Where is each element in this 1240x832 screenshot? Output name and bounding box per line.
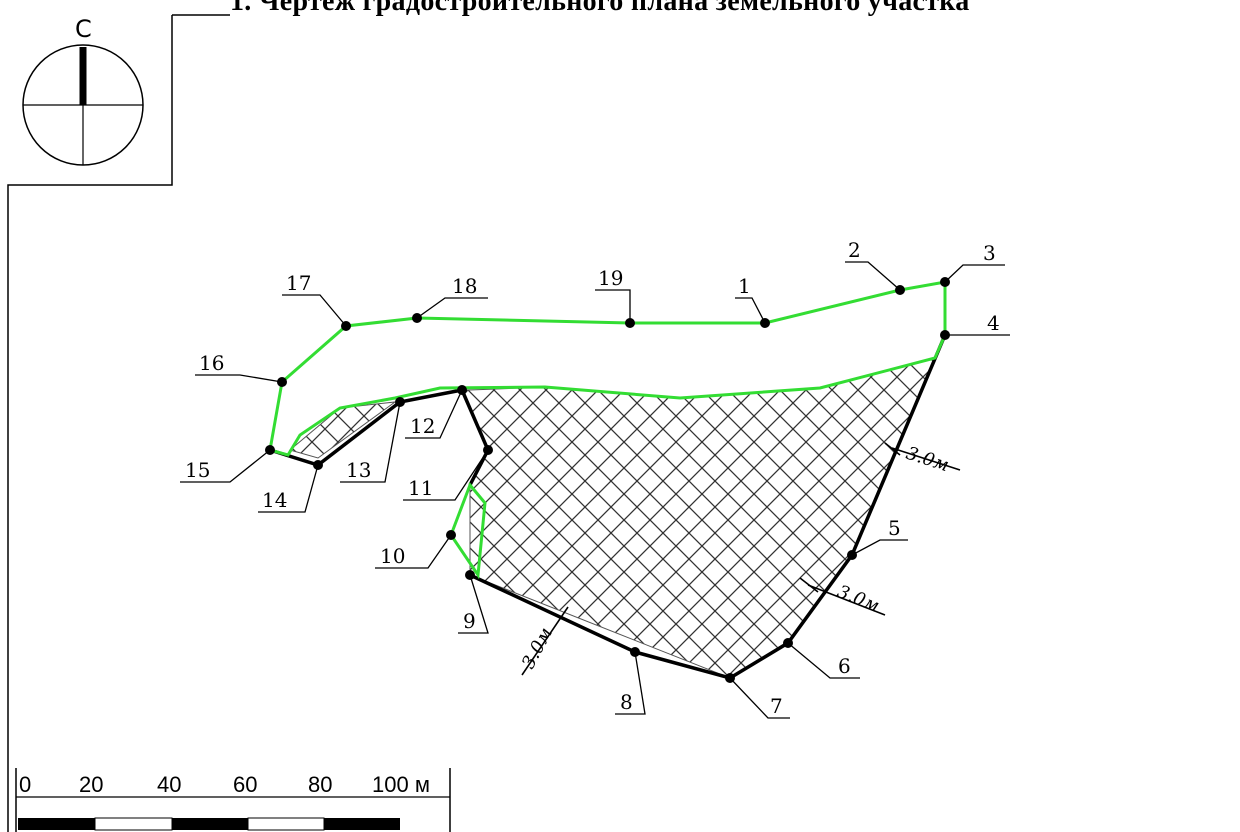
point-marker: [457, 385, 467, 395]
scale-bar: 0 20 40 60 80 100 м: [15, 768, 451, 832]
scale-tick-label: 60: [233, 772, 257, 797]
point-marker: [313, 460, 323, 470]
point-label: 7: [770, 694, 783, 718]
point-label: 19: [598, 266, 623, 290]
point-marker: [341, 321, 351, 331]
point-leader-line: [282, 294, 347, 327]
point-marker: [760, 318, 770, 328]
boundary-point-7: 7: [725, 673, 790, 719]
boundary-point-11: 11: [403, 445, 493, 501]
boundary-point-3: 3: [940, 241, 1005, 287]
boundary-point-10: 10: [375, 530, 456, 569]
point-marker: [625, 318, 635, 328]
point-marker: [630, 647, 640, 657]
point-leader-line: [735, 297, 766, 324]
point-leader-line: [405, 389, 463, 439]
point-label: 8: [620, 690, 633, 714]
point-label: 1: [738, 274, 751, 298]
boundary-point-15: 15: [180, 445, 275, 483]
point-leader-line: [595, 289, 631, 323]
point-marker: [265, 445, 275, 455]
boundary-point-17: 17: [282, 271, 351, 331]
point-leader-line: [258, 464, 319, 513]
point-label: 17: [286, 271, 311, 295]
boundary-point-18: 18: [412, 274, 488, 323]
point-label: 11: [408, 476, 433, 500]
north-label: С: [75, 15, 92, 43]
point-leader-line: [615, 651, 646, 715]
setback-label: 3.0м: [518, 624, 557, 672]
point-leader-line: [787, 642, 860, 679]
point-leader-line: [944, 264, 1005, 283]
point-marker: [277, 377, 287, 387]
boundary-point-14: 14: [258, 460, 323, 513]
point-marker: [412, 313, 422, 323]
boundary-point-8: 8: [615, 647, 646, 715]
point-marker: [395, 397, 405, 407]
point-leader-line: [416, 297, 488, 319]
point-label: 16: [199, 351, 224, 375]
point-marker: [783, 638, 793, 648]
boundary-point-5: 5: [847, 516, 908, 560]
point-marker: [940, 330, 950, 340]
scale-tick-label: 100 м: [372, 772, 430, 797]
scale-tick-label: 0: [19, 772, 31, 797]
point-leader-line: [375, 534, 452, 569]
boundary-point-12: 12: [405, 385, 467, 439]
point-marker: [725, 673, 735, 683]
point-label: 6: [838, 654, 851, 678]
drawing-frame: [7, 15, 173, 832]
point-label: 13: [346, 458, 371, 482]
scale-tick-label: 80: [308, 772, 332, 797]
plot-boundary-green-notch: [449, 482, 487, 580]
point-leader-line: [845, 261, 901, 291]
boundary-point-9: 9: [458, 570, 489, 634]
boundary-point-19: 19: [595, 266, 635, 328]
drawing-title: 1. Чертеж градостроительного плана земел…: [230, 0, 970, 17]
setback-label: 3.0м: [834, 581, 882, 617]
boundary-point-4: 4: [940, 311, 1010, 340]
point-label: 10: [380, 544, 405, 568]
point-leader-line: [195, 374, 283, 383]
point-marker: [483, 445, 493, 455]
north-arrow: С: [22, 15, 144, 166]
buildable-area-hatch: [461, 357, 936, 679]
point-leader-line: [458, 574, 489, 634]
boundary-point-1: 1: [735, 274, 770, 328]
point-leader-line: [729, 677, 790, 719]
scale-tick-label: 40: [157, 772, 181, 797]
point-leader-line: [851, 539, 908, 556]
point-label: 12: [410, 414, 435, 438]
scale-tick-label: 20: [79, 772, 103, 797]
point-marker: [940, 277, 950, 287]
point-leader-line: [180, 449, 271, 483]
boundary-point-2: 2: [845, 238, 905, 295]
point-label: 5: [888, 516, 901, 540]
setback-label: 3.0м: [903, 443, 951, 476]
boundary-point-13: 13: [340, 397, 405, 483]
point-label: 15: [185, 458, 210, 482]
point-label: 2: [848, 238, 861, 262]
point-marker: [895, 285, 905, 295]
point-label: 4: [987, 311, 1000, 335]
point-label: 18: [452, 274, 477, 298]
point-marker: [847, 550, 857, 560]
point-label: 14: [262, 488, 287, 512]
point-marker: [465, 570, 475, 580]
setback-8-9: 3.0м: [518, 606, 569, 676]
point-leader-line: [340, 401, 401, 483]
boundary-point-16: 16: [195, 351, 287, 387]
boundary-point-6: 6: [783, 638, 860, 679]
point-marker: [446, 530, 456, 540]
point-label: 3: [983, 241, 996, 265]
point-leader-line: [403, 449, 489, 501]
point-label: 9: [463, 609, 476, 633]
